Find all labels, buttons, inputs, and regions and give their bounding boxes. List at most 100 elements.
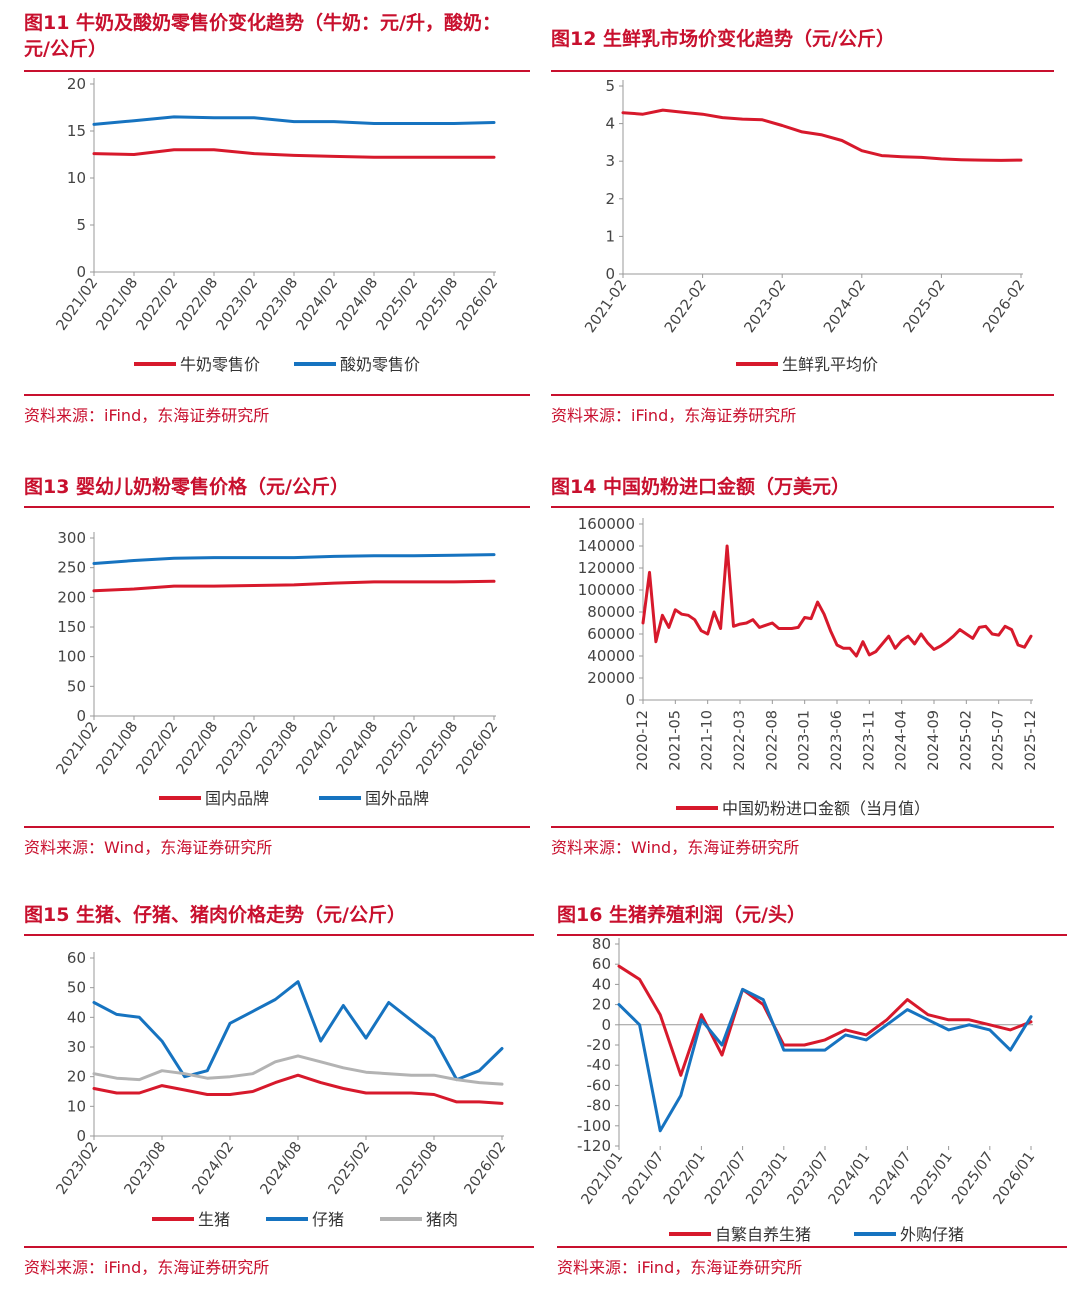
x-tick-label: 2020-12 <box>635 710 651 771</box>
y-tick-label: 20 <box>67 75 86 93</box>
x-tick-label: 2023-02 <box>742 277 790 336</box>
series-line-猪肉 <box>92 1054 504 1086</box>
y-tick-label: 100000 <box>578 581 635 599</box>
x-tick-label: 2023-01 <box>797 710 813 771</box>
legend-label: 牛奶零售价 <box>180 355 260 374</box>
chart-panel-15: 图15 生猪、仔猪、猪肉价格走势（元/公斤） 0 10 20 30 40 50 60 2023… <box>24 898 534 1288</box>
x-tick-label: 2021-05 <box>667 710 683 771</box>
series-line-国内品牌 <box>92 579 496 593</box>
y-tick-label: 0 <box>625 691 635 709</box>
y-tick-label: 0 <box>605 265 615 283</box>
y-tick-label: 20 <box>592 996 611 1014</box>
source-note: 资料来源：iFind，东海证券研究所 <box>557 1258 803 1277</box>
title-rule <box>24 506 530 508</box>
series-line-仔猪 <box>92 980 504 1082</box>
source-rule <box>24 1246 534 1248</box>
x-tick-label: 2024/08 <box>258 1139 306 1198</box>
y-tick-label: 1 <box>605 227 615 245</box>
y-tick-label: 10 <box>67 169 86 187</box>
line-chart: 0 20000 40000 60000 80000 100000 120000 140000 1… <box>578 515 1039 818</box>
title-rule <box>551 70 1054 72</box>
legend-label: 生鲜乳平均价 <box>782 355 878 374</box>
series-line-生鲜乳平均价 <box>621 108 1023 162</box>
y-tick-label: 300 <box>57 529 86 547</box>
x-tick-label: 2023/02 <box>54 1139 102 1198</box>
legend-label: 外购仔猪 <box>900 1225 964 1244</box>
y-tick-label: 60 <box>592 955 611 973</box>
y-tick-label: 20 <box>67 1068 86 1086</box>
source-rule <box>551 394 1054 396</box>
chart-title: 图14 中国奶粉进口金额（万美元） <box>551 474 1054 500</box>
legend-label: 生猪 <box>198 1210 230 1229</box>
chart-title-line: 图12 生鲜乳市场价变化趋势（元/公斤） <box>551 28 895 50</box>
y-tick-label: 0 <box>76 1127 86 1145</box>
y-tick-label: -20 <box>587 1036 612 1054</box>
chart-title-line: 图16 生猪养殖利润（元/头） <box>557 904 806 926</box>
y-tick-label: -120 <box>577 1137 611 1155</box>
y-tick-label: 2 <box>605 190 615 208</box>
y-tick-label: 50 <box>67 979 86 997</box>
chart-title-line: 图14 中国奶粉进口金额（万美元） <box>551 476 851 498</box>
y-tick-label: 50 <box>67 677 86 695</box>
y-tick-label: 80 <box>592 938 611 953</box>
chart-title: 图15 生猪、仔猪、猪肉价格走势（元/公斤） <box>24 902 534 928</box>
x-tick-label: 2024-04 <box>894 710 910 771</box>
series-line-酸奶零售价 <box>92 115 496 126</box>
series-line-外购仔猪 <box>617 987 1033 1133</box>
chart-title-line: 图13 婴幼儿奶粉零售价格（元/公斤） <box>24 476 349 498</box>
line-chart: 0 1 2 3 4 5 2021-02 2022-02 2023-02 2024-02 2025-0… <box>582 77 1028 374</box>
x-tick-label: 2026/02 <box>462 1139 510 1198</box>
y-tick-label: 3 <box>605 152 615 170</box>
y-tick-label: 100 <box>57 648 86 666</box>
legend-label: 猪肉 <box>426 1210 458 1229</box>
legend-label: 国内品牌 <box>205 789 269 808</box>
y-tick-label: 30 <box>67 1038 86 1056</box>
y-tick-label: 0 <box>76 263 86 281</box>
series-line-自繁自养生猪 <box>617 964 1033 1077</box>
y-tick-label: -100 <box>577 1117 611 1135</box>
chart-panel-12: 图12 生鲜乳市场价变化趋势（元/公斤） 0 1 2 3 4 5 2021-02 2022-0… <box>551 6 1054 436</box>
y-tick-label: 10 <box>67 1097 86 1115</box>
x-tick-label: 2025-12 <box>1023 710 1039 771</box>
x-tick-label: 2021-10 <box>700 710 716 771</box>
y-tick-label: 5 <box>76 216 86 234</box>
y-tick-label: 40 <box>592 975 611 993</box>
y-tick-label: 250 <box>57 559 86 577</box>
y-tick-label: 60 <box>67 949 86 967</box>
chart-panel-16: 图16 生猪养殖利润（元/头） -120 -100 -80 -60 -40 -20 0 20 4… <box>557 898 1067 1288</box>
chart-title: 图13 婴幼儿奶粉零售价格（元/公斤） <box>24 474 530 500</box>
series-line-中国奶粉进口金额（当月值） <box>641 544 1033 658</box>
y-tick-label: 40000 <box>587 647 635 665</box>
y-tick-label: 15 <box>67 122 86 140</box>
title-rule <box>551 506 1054 508</box>
y-tick-label: 0 <box>76 707 86 725</box>
chart-title: 图16 生猪养殖利润（元/头） <box>557 902 1067 928</box>
y-tick-label: 200 <box>57 588 86 606</box>
line-chart: 051015202021/022021/082022/022022/082023… <box>54 75 502 374</box>
series-line-生猪 <box>92 1073 504 1105</box>
x-tick-label: 2023-06 <box>829 710 845 771</box>
source-note: 资料来源：iFind，东海证券研究所 <box>551 406 797 425</box>
x-tick-label: 2023/08 <box>122 1139 170 1198</box>
x-tick-label: 2025/02 <box>326 1139 374 1198</box>
x-tick-label: 2023-11 <box>861 710 877 771</box>
x-tick-label: 2024/02 <box>190 1139 238 1198</box>
y-tick-label: 5 <box>605 77 615 95</box>
y-tick-label: 60000 <box>587 625 635 643</box>
line-chart: 0501001502002503002021/022021/082022/022… <box>54 529 502 808</box>
chart-panel-13: 图13 婴幼儿奶粉零售价格（元/公斤） 0 50 100 150 200 250 300 20… <box>24 470 530 870</box>
y-tick-label: 160000 <box>578 515 635 533</box>
x-tick-label: 2025/08 <box>394 1139 442 1198</box>
source-note: 资料来源：Wind，东海证券研究所 <box>24 838 273 857</box>
x-tick-label: 2025-07 <box>991 710 1007 771</box>
x-tick-label: 2024-09 <box>926 710 942 771</box>
chart-panel-14: 图14 中国奶粉进口金额（万美元） 0 20000 40000 60000 80000 1… <box>551 470 1054 870</box>
line-chart: -120-100-80-60-40-200204060802021/012021… <box>577 938 1038 1244</box>
y-tick-label: 140000 <box>578 537 635 555</box>
source-note: 资料来源：Wind，东海证券研究所 <box>551 838 800 857</box>
x-tick-label: 2022-02 <box>662 277 710 336</box>
source-note: 资料来源：iFind，东海证券研究所 <box>24 406 270 425</box>
chart-title-line: 元/公斤） <box>24 38 107 60</box>
y-tick-label: 20000 <box>587 669 635 687</box>
source-rule <box>557 1246 1067 1248</box>
